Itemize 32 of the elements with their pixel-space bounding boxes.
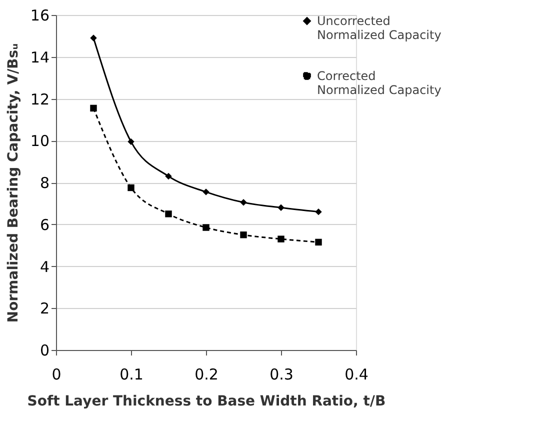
y-tick-label: 6 (40, 216, 50, 234)
x-axis-title: Soft Layer Thickness to Base Width Ratio, t/B (27, 394, 386, 410)
y-axis-title: Normalized Bearing Capacity, V/Bsᵤ (5, 43, 22, 323)
y-tick-label: 2 (40, 300, 50, 318)
x-tick-label: 0 (52, 366, 62, 384)
y-tick-label: 8 (40, 174, 50, 192)
point (165, 210, 172, 218)
y-tick-label: 12 (30, 90, 50, 108)
point (315, 208, 322, 216)
point (240, 199, 247, 206)
legend-label: Corrected Normalized Capacity (317, 69, 442, 97)
y-tick-label: 10 (30, 132, 50, 150)
point (90, 104, 97, 112)
point (202, 188, 210, 196)
x-tick-label: 0.4 (344, 366, 368, 384)
y-tick-label: 0 (40, 342, 50, 360)
point (202, 224, 210, 231)
point (165, 172, 172, 180)
y-tick-label: 16 (30, 6, 50, 24)
point (128, 184, 134, 192)
x-tick-label: 0.2 (194, 366, 218, 384)
point (315, 238, 322, 246)
point (278, 236, 284, 242)
point (278, 204, 284, 211)
x-tick-label: 0.1 (120, 366, 144, 384)
point (90, 34, 97, 42)
legend-label: Uncorrected Normalized Capacity (317, 14, 442, 42)
point (240, 231, 247, 238)
y-tick-label: 14 (30, 48, 50, 66)
point (128, 138, 134, 146)
x-tick-label: 0.3 (270, 366, 294, 384)
y-tick-label: 4 (40, 258, 50, 276)
